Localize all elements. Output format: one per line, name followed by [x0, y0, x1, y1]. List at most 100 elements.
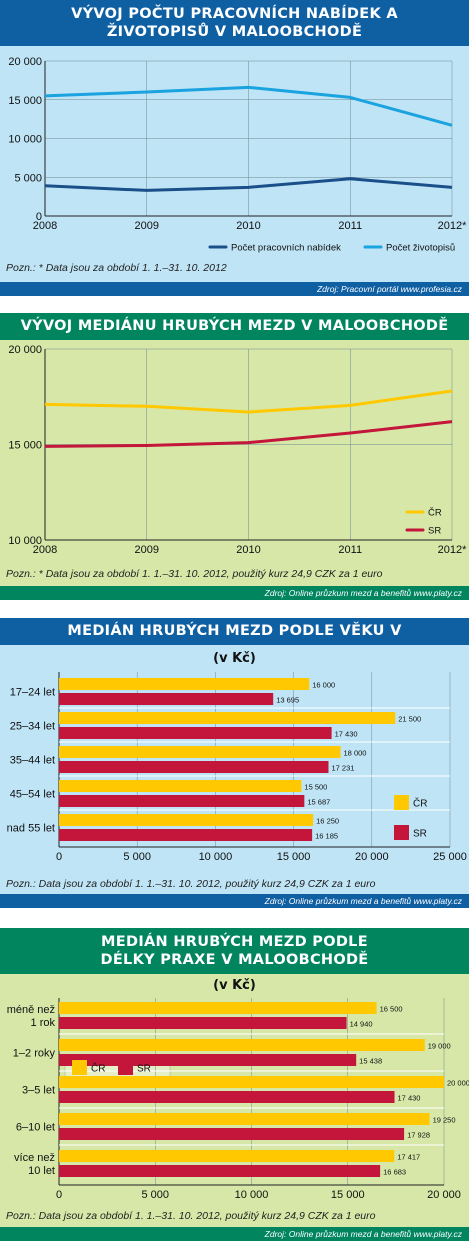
x-tick-label: 0 [56, 1189, 62, 1201]
bar-cr-5 [59, 1150, 395, 1162]
category-label: 10 let [28, 1165, 55, 1177]
category-label: 25–34 let [10, 721, 55, 733]
data-label: 16 250 [316, 817, 339, 826]
bar-cr-2 [59, 1039, 425, 1051]
legend-label-2: SR [413, 829, 427, 840]
data-label: 19 250 [433, 1116, 456, 1125]
data-label: 17 430 [398, 1094, 421, 1103]
x-tick-label: 25 000 [433, 851, 467, 863]
data-label: 15 438 [359, 1057, 382, 1066]
legend-swatch-1 [72, 1060, 87, 1075]
data-label: 17 430 [335, 730, 358, 739]
bar-sr-4 [59, 795, 305, 807]
chart-4-title: MEDIÁN HRUBÝCH MEZD PODLE DÉLKY PRAXE V … [100, 934, 369, 968]
chart-3-body: (v Kč) 0 5 000 10 000 15 000 20 000 25 000 16 … [0, 645, 469, 908]
x-tick-label: 5 000 [123, 851, 151, 863]
legend-swatch-2 [394, 825, 409, 840]
legend-swatch-2 [118, 1060, 133, 1075]
chart-4-body: (v Kč) 0 5 000 10 000 15 000 20 000 16 500 14 … [0, 974, 469, 1241]
bar-sr-2 [59, 727, 332, 739]
bar-sr-1 [59, 693, 274, 705]
category-label: 45–54 let [10, 789, 55, 801]
bar-cr-2 [59, 712, 396, 724]
data-label: 17 928 [407, 1131, 430, 1140]
bar-cr-4 [59, 780, 302, 792]
bar-sr-3 [59, 761, 329, 773]
chart-panel-2: VÝVOJ MEDIÁNU HRUBÝCH MEZD V MALOOBCHODĚ… [0, 313, 469, 600]
y-tick-label: 10 000 [8, 535, 42, 547]
bar-cr-3 [59, 746, 341, 758]
chart-2-header: VÝVOJ MEDIÁNU HRUBÝCH MEZD V MALOOBCHODĚ [0, 313, 469, 340]
x-tick-label: 2011 [338, 544, 362, 556]
category-label: 17–24 let [10, 687, 55, 699]
chart-panel-1: VÝVOJ POČTU PRACOVNÍCH NABÍDEK A ŽIVOTOP… [0, 0, 469, 296]
bar-cr-1 [59, 678, 310, 690]
chart-4-header: MEDIÁN HRUBÝCH MEZD PODLE DÉLKY PRAXE V … [0, 928, 469, 974]
y-tick-label: 15 000 [8, 95, 42, 107]
x-tick-label: 2009 [135, 544, 159, 556]
y-tick-label: 10 000 [8, 134, 42, 146]
data-label: 17 417 [397, 1153, 420, 1162]
chart-2-title: VÝVOJ MEDIÁNU HRUBÝCH MEZD V MALOOBCHODĚ [20, 318, 449, 334]
data-label: 19 000 [428, 1042, 451, 1051]
data-label: 21 500 [398, 715, 421, 724]
data-label: 15 687 [307, 798, 330, 807]
bar-sr-1 [59, 1017, 347, 1029]
chart-3-subtitle: (v Kč) [213, 651, 256, 666]
chart-1-source: Zdroj: Pracovní portál www.profesia.cz [0, 282, 469, 296]
chart-panel-3: MEDIÁN HRUBÝCH MEZD PODLE VĚKU V MALOOBC… [0, 618, 469, 908]
data-label: 20 000 [447, 1079, 469, 1088]
chart-panel-4: MEDIÁN HRUBÝCH MEZD PODLE DÉLKY PRAXE V … [0, 928, 469, 1241]
legend-label-2: Počet životopisů [386, 243, 455, 254]
chart-2-source: Zdroj: Online průzkum mezd a benefitů ww… [0, 586, 469, 600]
x-tick-label: 10 000 [199, 851, 233, 863]
data-label: 16 000 [312, 681, 335, 690]
bar-sr-2 [59, 1054, 357, 1066]
data-label: 14 940 [350, 1020, 373, 1029]
y-tick-label: 15 000 [8, 440, 42, 452]
category-label: více než [14, 1152, 55, 1164]
bar-cr-5 [59, 814, 314, 826]
data-label: 16 683 [383, 1168, 406, 1177]
chart-3-source: Zdroj: Online průzkum mezd a benefitů ww… [0, 894, 469, 908]
x-tick-label: 2008 [33, 220, 57, 232]
bar-cr-4 [59, 1113, 430, 1125]
category-label: 1 rok [31, 1017, 56, 1029]
legend-label-1: ČR [428, 508, 442, 519]
category-label: 35–44 let [10, 755, 55, 767]
chart-4-plot: 0 5 000 10 000 15 000 20 000 16 500 14 940 méně… [7, 998, 469, 1201]
data-label: 16 500 [380, 1005, 403, 1014]
data-label: 18 000 [344, 749, 367, 758]
x-tick-label: 2010 [236, 544, 260, 556]
x-tick-label: 2011 [338, 220, 362, 232]
category-label: 1–2 roky [13, 1048, 56, 1060]
chart-1-body: 2008 2009 2010 2011 2012* 0 5 000 10 000 15 000 2… [0, 46, 469, 296]
chart-2-plot: 2008 2009 2010 2011 2012* 10 000 15 000 20 000 Č… [8, 344, 467, 556]
chart-3-note: Pozn.: Data jsou za období 1. 1.–31. 10.… [6, 878, 376, 890]
legend-label-1: ČR [413, 797, 427, 810]
category-label: méně než [7, 1004, 55, 1016]
legend-label-2: SR [137, 1064, 151, 1075]
x-tick-label: 2012* [438, 220, 467, 232]
chart-1-note: Pozn.: * Data jsou za období 1. 1.–31. 1… [6, 262, 227, 274]
bar-sr-5 [59, 829, 313, 841]
chart-4-source: Zdroj: Online průzkum mezd a benefitů ww… [0, 1227, 469, 1241]
x-tick-label: 0 [56, 851, 62, 863]
data-label: 16 185 [315, 832, 338, 841]
x-tick-label: 15 000 [331, 1189, 365, 1201]
y-tick-label: 5 000 [14, 172, 42, 184]
x-tick-label: 2009 [135, 220, 159, 232]
x-tick-label: 20 000 [427, 1189, 461, 1201]
chart-2-note: Pozn.: * Data jsou za období 1. 1.–31. 1… [6, 568, 383, 580]
bar-cr-3 [59, 1076, 444, 1088]
chart-4-note: Pozn.: Data jsou za období 1. 1.–31. 10.… [6, 1210, 376, 1222]
chart-3-header: MEDIÁN HRUBÝCH MEZD PODLE VĚKU V MALOOBC… [0, 618, 469, 666]
x-tick-label: 20 000 [355, 851, 389, 863]
bar-sr-4 [59, 1128, 405, 1140]
x-tick-label: 2008 [33, 544, 57, 556]
chart-2-body: 2008 2009 2010 2011 2012* 10 000 15 000 20 000 Č… [0, 340, 469, 599]
y-tick-label: 0 [36, 211, 42, 223]
bar-sr-3 [59, 1091, 395, 1103]
data-label: 15 500 [304, 783, 327, 792]
chart-1-header: VÝVOJ POČTU PRACOVNÍCH NABÍDEK A ŽIVOTOP… [0, 0, 469, 46]
